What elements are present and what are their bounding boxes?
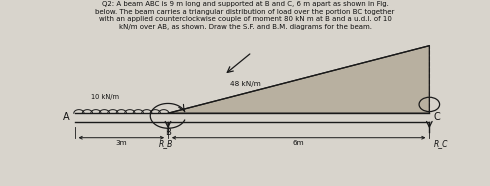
Text: R_C: R_C [434, 139, 448, 148]
Text: Q2: A beam ABC is 9 m long and supported at B and C, 6 m apart as shown in Fig.
: Q2: A beam ABC is 9 m long and supported… [96, 1, 394, 30]
Text: C: C [434, 113, 441, 122]
Polygon shape [168, 46, 429, 113]
Text: A: A [62, 113, 69, 122]
Text: 48 kN/m: 48 kN/m [230, 81, 260, 87]
Text: 3m: 3m [116, 140, 127, 146]
Text: 6m: 6m [293, 140, 304, 146]
Text: 10 kN/m: 10 kN/m [91, 94, 119, 100]
Text: B: B [165, 128, 171, 137]
Text: R_B: R_B [158, 139, 173, 148]
